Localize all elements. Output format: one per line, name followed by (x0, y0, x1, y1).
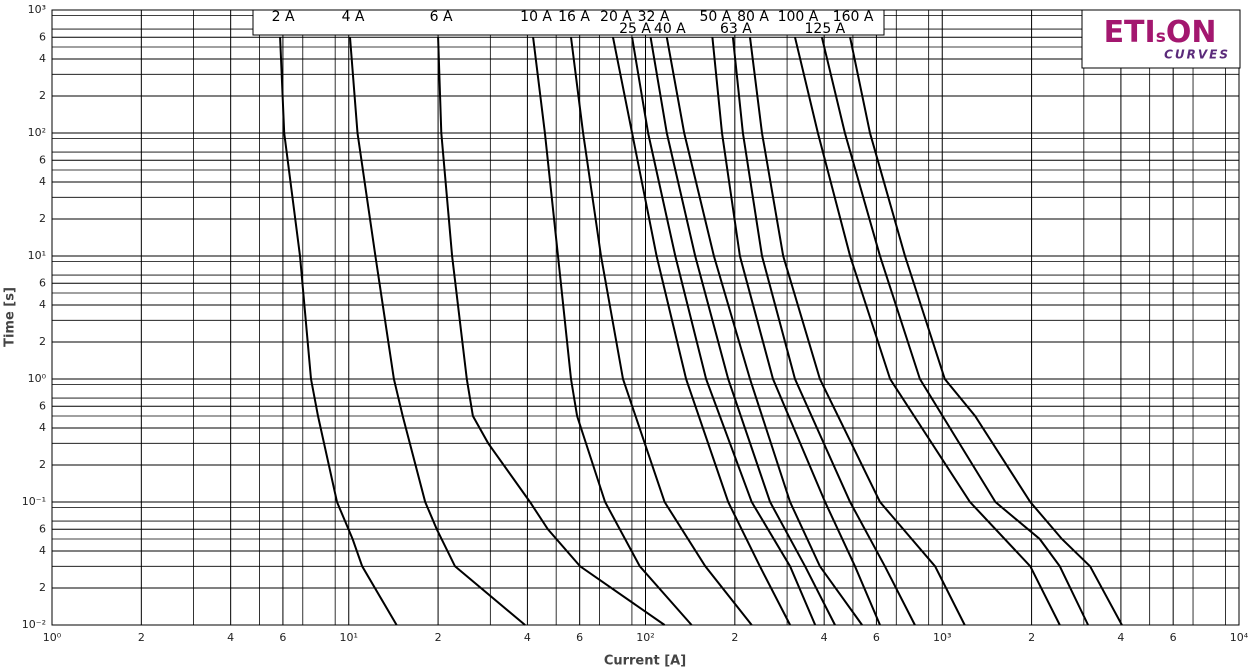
x-tick-label: 2 (1028, 631, 1035, 644)
curve (820, 37, 1090, 626)
curve (794, 37, 1061, 626)
legend-label: 63 A (720, 21, 752, 37)
curve (532, 37, 693, 626)
legend-label: 16 A (558, 9, 590, 25)
x-tick-label: 6 (279, 631, 286, 644)
y-tick-label: 2 (39, 335, 46, 348)
legend: 2 A 4 A 6 A 10 A 16 A 20 A25 A32 A40 A 50 A63 … (272, 9, 874, 37)
y-tick-label: 4 (39, 421, 46, 434)
y-tick-label: 6 (39, 30, 46, 43)
logo-part: ETI (1104, 15, 1156, 50)
curve (849, 37, 1123, 626)
x-tick-label: 2 (138, 631, 145, 644)
curve (649, 37, 836, 626)
x-tick-label: 10⁰ (43, 631, 62, 644)
legend-label: 6 A (430, 9, 453, 25)
x-tick-label: 4 (227, 631, 234, 644)
logo-part: s (1156, 27, 1166, 47)
y-tick-label: 4 (39, 298, 46, 311)
curve (711, 37, 881, 626)
curve (570, 37, 753, 626)
y-tick-label: 2 (39, 581, 46, 594)
y-tick-label: 4 (39, 175, 46, 188)
curve (749, 37, 966, 626)
y-tick-label: 4 (39, 52, 46, 65)
y-tick-label: 4 (39, 544, 46, 557)
legend-label: 80 A (737, 9, 769, 25)
curve (437, 37, 666, 626)
x-tick-label: 4 (1117, 631, 1124, 644)
y-tick-label: 10⁻² (22, 618, 46, 631)
y-tick-label: 6 (39, 399, 46, 412)
y-axis-label: Time [s] (3, 287, 18, 347)
y-tick-label: 6 (39, 276, 46, 289)
x-tick-label: 4 (524, 631, 531, 644)
y-tick-label: 10¹ (28, 249, 46, 262)
x-axis-label: Current [A] (604, 654, 686, 669)
logo-brand: ETIsON (1104, 15, 1217, 50)
logo: ETIsON CURVES (1081, 9, 1241, 69)
x-tick-label: 4 (821, 631, 828, 644)
y-tick-label: 10³ (28, 3, 46, 16)
legend-label: 2 A (272, 9, 295, 25)
x-tick-label: 10⁴ (1230, 631, 1249, 644)
x-tick-label: 6 (576, 631, 583, 644)
legend-label: 4 A (342, 9, 365, 25)
legend-label: 20 A (600, 9, 632, 25)
curve (612, 37, 791, 626)
y-tick-label: 10⁻¹ (22, 495, 46, 508)
logo-sub: CURVES (1164, 48, 1230, 62)
legend-label: 32 A (638, 9, 670, 25)
legend-label: 160 A (833, 9, 874, 25)
x-tick-label: 10² (636, 631, 654, 644)
y-tick-label: 2 (39, 89, 46, 102)
legend-label: 40 A (654, 21, 686, 37)
y-tick-label: 10² (28, 126, 46, 139)
legend-label: 100 A (778, 9, 819, 25)
x-tick-label: 6 (873, 631, 880, 644)
y-tick-label: 10⁰ (28, 372, 47, 385)
curve (731, 37, 916, 626)
curve (349, 37, 526, 626)
legend-box (252, 9, 885, 36)
legend-label: 25 A (619, 21, 651, 37)
x-tick-label: 2 (731, 631, 738, 644)
curve (279, 37, 398, 626)
y-tick-label: 6 (39, 153, 46, 166)
curve (665, 37, 863, 626)
x-tick-label: 10³ (933, 631, 951, 644)
curve (631, 37, 817, 626)
legend-label: 125 A (805, 21, 846, 37)
legend-label: 10 A (520, 9, 552, 25)
y-tick-label: 2 (39, 458, 46, 471)
x-tick-label: 10¹ (340, 631, 358, 644)
x-tick-label: 6 (1170, 631, 1177, 644)
legend-label: 50 A (699, 9, 731, 25)
y-tick-label: 2 (39, 212, 46, 225)
curves (279, 37, 1123, 626)
y-tick-label: 6 (39, 522, 46, 535)
logo-box (1081, 9, 1241, 69)
logo-part: ON (1166, 15, 1217, 50)
x-tick-label: 2 (435, 631, 442, 644)
